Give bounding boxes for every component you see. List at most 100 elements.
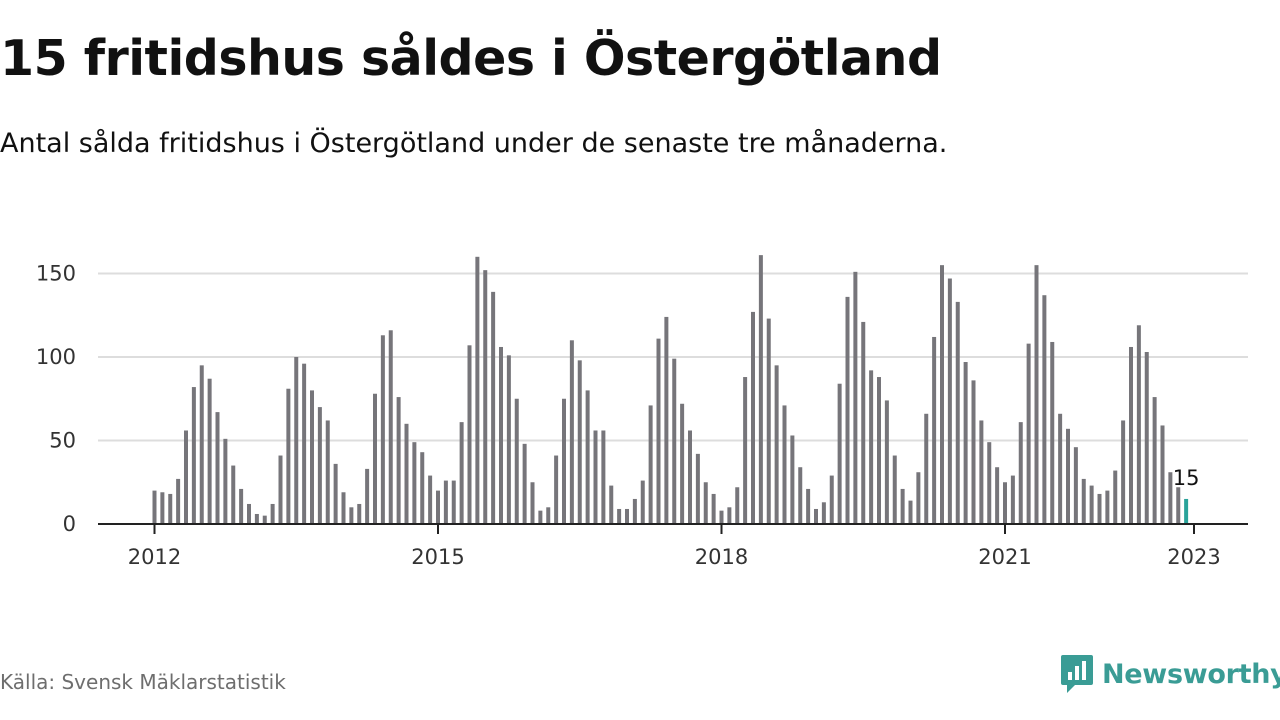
bar <box>625 508 629 524</box>
bar <box>286 388 291 524</box>
bar <box>1105 490 1110 524</box>
bar <box>420 452 425 524</box>
bar <box>1113 470 1118 524</box>
bar <box>522 443 527 524</box>
brand-label: Newsworthy <box>1102 658 1280 690</box>
bar <box>916 472 921 524</box>
bar <box>530 482 535 524</box>
bar <box>247 503 251 524</box>
bar <box>892 455 897 524</box>
bar <box>1018 422 1023 524</box>
bar <box>766 318 771 524</box>
bar <box>239 488 244 524</box>
bar <box>695 453 700 524</box>
bar <box>735 487 740 524</box>
bar <box>688 430 692 524</box>
source-note: Källa: Svensk Mäklarstatistik <box>0 670 286 694</box>
bar <box>499 346 503 524</box>
bar <box>1136 325 1141 524</box>
bar <box>609 485 614 524</box>
bar <box>900 488 905 524</box>
bar <box>270 503 275 524</box>
bar <box>199 365 204 524</box>
bar <box>302 363 307 524</box>
bar <box>814 508 818 524</box>
bar <box>869 370 874 524</box>
bar <box>577 360 582 524</box>
bar <box>924 413 929 524</box>
bar <box>231 465 236 524</box>
bar <box>853 271 858 524</box>
bar <box>1081 478 1086 524</box>
bar <box>160 492 165 524</box>
bar <box>640 480 645 524</box>
bar <box>656 338 661 524</box>
bar <box>979 420 984 524</box>
bar <box>1129 346 1133 524</box>
bar <box>562 398 566 524</box>
x-tick-label: 2015 <box>411 545 464 569</box>
bar <box>380 335 385 524</box>
bar <box>168 493 173 524</box>
y-tick-label: 100 <box>36 345 76 369</box>
bar <box>1144 351 1149 524</box>
bar <box>310 390 314 524</box>
x-tick-label: 2021 <box>978 545 1031 569</box>
bar <box>829 475 834 524</box>
bar <box>294 357 299 524</box>
brand-logo[interactable]: Newsworthy <box>1060 654 1280 694</box>
bar <box>680 403 685 524</box>
bar <box>412 442 417 524</box>
bar <box>601 430 606 524</box>
bar <box>341 492 346 524</box>
bar <box>947 278 952 524</box>
bar <box>207 378 212 524</box>
bar <box>191 387 196 524</box>
y-tick-label: 150 <box>36 262 76 286</box>
bar <box>1026 343 1031 524</box>
bar-chart: 0 50 100 150 2012 2015 2018 2021 2023 15 <box>36 255 1248 569</box>
bar <box>932 336 937 524</box>
x-tick-label: 2023 <box>1167 545 1220 569</box>
bar <box>1050 341 1055 524</box>
bar <box>727 507 732 524</box>
page-title: 15 fritidshus såldes i Östergötland <box>0 30 942 87</box>
y-tick-label: 50 <box>49 429 76 453</box>
bar <box>373 393 377 524</box>
bar <box>908 500 913 524</box>
newsworthy-logo-icon <box>1061 655 1093 693</box>
bar <box>325 420 330 524</box>
bar <box>963 362 968 524</box>
bar <box>317 407 322 524</box>
bar <box>593 430 598 524</box>
x-tick-label: 2012 <box>128 545 181 569</box>
bar <box>751 311 755 524</box>
bar <box>861 321 866 524</box>
bar <box>365 468 370 524</box>
bar <box>648 405 653 524</box>
bar <box>357 503 362 524</box>
bar <box>1097 493 1102 524</box>
bar <box>491 291 496 524</box>
bar <box>1058 413 1063 524</box>
bar <box>743 377 748 524</box>
bar <box>1066 428 1070 524</box>
bar <box>1168 472 1173 524</box>
bar <box>1121 420 1126 524</box>
bar <box>821 502 826 524</box>
highlight-value-label: 15 <box>1173 466 1200 490</box>
page-subtitle: Antal sålda fritidshus i Östergötland un… <box>0 128 948 159</box>
bar <box>554 455 559 524</box>
bar <box>884 400 889 524</box>
bar <box>774 365 779 524</box>
bar <box>664 316 669 524</box>
bar <box>278 455 283 524</box>
bar <box>451 480 456 524</box>
bar <box>782 405 787 524</box>
bar <box>585 390 590 524</box>
bar <box>506 355 511 524</box>
bar <box>1160 425 1165 524</box>
bar <box>475 256 480 524</box>
bar <box>333 463 338 524</box>
bar <box>459 422 464 524</box>
